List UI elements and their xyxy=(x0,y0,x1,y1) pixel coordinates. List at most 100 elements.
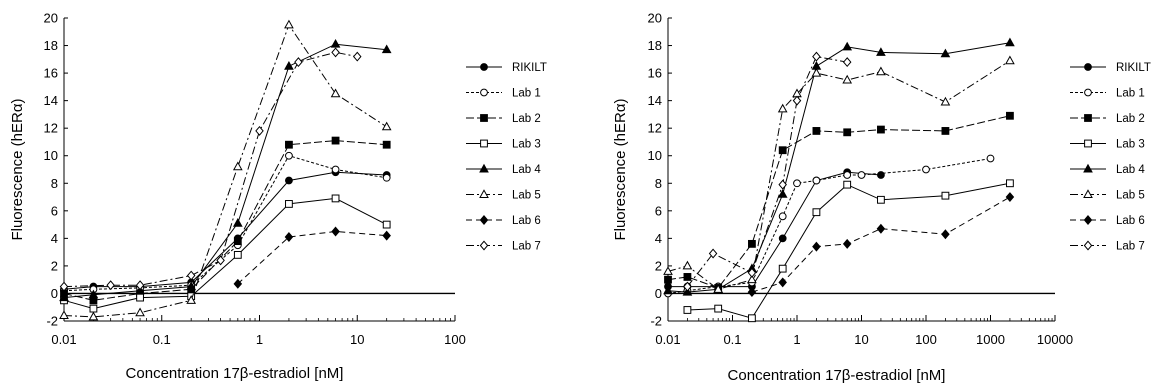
legend-marker xyxy=(480,114,488,122)
data-point xyxy=(877,195,885,204)
data-point xyxy=(778,179,787,190)
y-tick-label: 0 xyxy=(655,286,662,301)
legend-item: Lab 5 xyxy=(1070,189,1145,202)
data-point xyxy=(59,292,69,302)
legend-label: Lab 2 xyxy=(1116,113,1145,125)
series-line xyxy=(63,140,387,301)
y-tick-label: 12 xyxy=(648,121,662,136)
legend-item: Lab 7 xyxy=(466,241,541,253)
data-point xyxy=(382,220,391,229)
y-tick-label: 18 xyxy=(44,38,58,53)
data-point xyxy=(857,171,866,179)
legend-marker xyxy=(480,88,488,97)
series-lab-2 xyxy=(60,136,391,305)
y-tick-label: 8 xyxy=(655,176,662,191)
data-point xyxy=(285,176,293,185)
legend-item: Lab 4 xyxy=(1070,163,1145,176)
legend-marker xyxy=(1084,139,1092,148)
data-point xyxy=(331,165,340,174)
data-point xyxy=(1006,179,1014,188)
data-point xyxy=(683,273,692,281)
data-point xyxy=(88,289,99,299)
x-tick-label: 0.01 xyxy=(655,332,680,347)
x-tick-label: 10 xyxy=(350,332,364,347)
data-point xyxy=(811,67,822,77)
series-lab-7 xyxy=(683,51,852,292)
data-point xyxy=(940,48,951,58)
data-point xyxy=(748,239,756,248)
chart-left: -2 0 2 4 6 8 10 12 14 16 18 20 0.01 0.1 1 10 100 Concentr… xyxy=(9,11,547,383)
data-point xyxy=(284,19,294,29)
data-point xyxy=(284,60,294,70)
y-tick-label: 0 xyxy=(51,286,58,301)
data-point xyxy=(812,208,821,217)
series-lab-6 xyxy=(233,226,391,289)
y-axis-title: Fluorescence (hERα) xyxy=(9,98,26,240)
data-point xyxy=(284,232,294,242)
data-point xyxy=(842,238,852,249)
data-point xyxy=(331,47,340,58)
legend-marker xyxy=(479,189,489,198)
data-point xyxy=(778,146,787,155)
data-point xyxy=(331,194,340,203)
data-point xyxy=(186,295,197,304)
data-point xyxy=(713,284,724,293)
data-point xyxy=(381,121,392,131)
legend-item: Lab 2 xyxy=(1070,113,1145,125)
series-lab-1 xyxy=(60,151,391,295)
legend-label: Lab 6 xyxy=(1116,215,1145,227)
series-line xyxy=(667,158,991,294)
y-tick-label: 4 xyxy=(655,231,662,246)
series-lab-6 xyxy=(747,192,1015,298)
data-point xyxy=(941,191,950,200)
data-point xyxy=(747,287,757,298)
data-point xyxy=(664,275,672,284)
legend-label: Lab 7 xyxy=(1116,241,1145,253)
data-point xyxy=(747,274,757,284)
legend-item: RIKILT xyxy=(466,62,547,74)
data-point xyxy=(778,234,787,243)
data-point xyxy=(59,310,69,319)
data-point xyxy=(812,241,821,252)
series-lab-7 xyxy=(59,47,362,292)
x-tick-label: 10000 xyxy=(1037,332,1073,347)
x-axis-title: Concentration 17β-estradiol [nM] xyxy=(728,367,946,384)
series-line xyxy=(63,197,387,310)
data-point xyxy=(330,38,341,48)
data-point xyxy=(331,226,340,237)
x-tick-label: 100 xyxy=(915,332,937,347)
data-point xyxy=(285,200,293,208)
data-point xyxy=(285,140,293,149)
x-tick-label: 10 xyxy=(854,332,868,347)
data-point xyxy=(683,281,692,292)
series-line xyxy=(63,23,387,318)
legend-marker xyxy=(1084,88,1092,97)
legend-item: Lab 2 xyxy=(466,113,541,125)
series-line xyxy=(667,42,1010,293)
data-point xyxy=(843,128,852,137)
legend-label: Lab 6 xyxy=(512,215,541,227)
y-tick-label: 16 xyxy=(648,66,662,81)
x-tick-label: 1 xyxy=(793,332,800,347)
data-point xyxy=(663,266,673,275)
data-point xyxy=(792,95,802,106)
x-tick-label: 1000 xyxy=(976,332,1005,347)
y-tick-label: 2 xyxy=(51,258,58,273)
data-point xyxy=(812,127,821,135)
data-point xyxy=(877,171,885,179)
data-point xyxy=(285,151,293,160)
legend-item: Lab 4 xyxy=(466,163,541,176)
data-point xyxy=(747,267,757,278)
data-point xyxy=(1006,111,1014,120)
x-axis-title: Concentration 17β-estradiol [nM] xyxy=(126,365,344,382)
data-point xyxy=(778,212,787,221)
series-line xyxy=(63,171,387,290)
data-point xyxy=(352,51,362,62)
data-point xyxy=(748,314,756,323)
data-point xyxy=(59,281,69,292)
legend-label: Lab 5 xyxy=(1116,190,1145,202)
legend-marker xyxy=(1083,215,1093,225)
series-lab-5 xyxy=(663,55,1015,293)
y-tick-label: -2 xyxy=(650,314,662,329)
